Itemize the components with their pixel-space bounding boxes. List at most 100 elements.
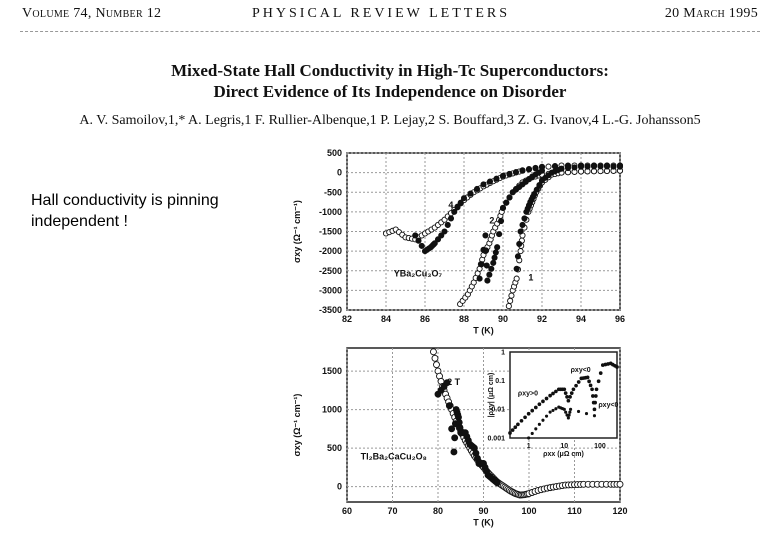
data-point bbox=[527, 436, 531, 440]
data-point bbox=[523, 415, 527, 420]
data-point bbox=[551, 408, 555, 412]
data-point bbox=[438, 232, 445, 239]
chart-ybco: 82 84 86 88 90 92 94 96 500 0 -500 -1000 -1500 -2000 -… bbox=[292, 148, 625, 335]
x-tick-label: 96 bbox=[615, 314, 625, 324]
data-point bbox=[592, 407, 597, 412]
data-point bbox=[598, 371, 603, 375]
data-point bbox=[574, 383, 578, 388]
data-point bbox=[576, 409, 581, 414]
data-point bbox=[505, 303, 512, 310]
data-point bbox=[592, 414, 597, 418]
y-tick-label: 0.001 bbox=[487, 435, 505, 442]
x-axis-label: T (K) bbox=[473, 517, 494, 527]
data-point bbox=[541, 418, 545, 422]
data-point bbox=[517, 248, 524, 255]
data-point bbox=[457, 199, 464, 206]
data-point bbox=[415, 237, 422, 244]
data-point bbox=[478, 261, 485, 268]
data-point bbox=[616, 480, 624, 488]
data-point bbox=[554, 407, 558, 411]
data-point bbox=[506, 194, 513, 201]
data-point bbox=[564, 410, 568, 414]
x-tick-label: 90 bbox=[498, 314, 508, 324]
x-tick-label: 110 bbox=[567, 506, 582, 516]
data-point bbox=[493, 479, 501, 487]
note-line-1: Hall conductivity is pinning bbox=[31, 192, 219, 209]
data-point bbox=[445, 402, 453, 410]
note-line-2: independent ! bbox=[31, 213, 128, 230]
data-point bbox=[544, 396, 549, 401]
data-point bbox=[492, 249, 499, 256]
x-tick-label: 100 bbox=[594, 443, 606, 450]
data-point bbox=[519, 418, 524, 423]
annotation: ρxy<0 bbox=[571, 367, 591, 374]
data-point bbox=[593, 400, 597, 405]
data-point bbox=[519, 167, 526, 174]
data-point bbox=[513, 425, 518, 430]
data-point bbox=[451, 434, 459, 442]
data-point bbox=[566, 416, 570, 420]
data-point bbox=[569, 407, 573, 411]
data-point bbox=[491, 254, 498, 261]
data-point bbox=[499, 204, 507, 211]
data-point bbox=[584, 163, 591, 170]
data-point bbox=[507, 297, 514, 304]
y-tick-label: 0.1 bbox=[495, 378, 505, 385]
data-point bbox=[486, 271, 493, 278]
data-point bbox=[590, 163, 598, 170]
y-axis-label: σxy (Ω⁻¹ cm⁻¹) bbox=[292, 200, 302, 263]
data-point bbox=[454, 204, 461, 211]
y-tick-label: -1500 bbox=[319, 227, 342, 237]
data-point bbox=[513, 275, 520, 282]
series-3 bbox=[476, 167, 546, 284]
y-axis-label: |ρxy| (μΩ cm) bbox=[488, 373, 495, 418]
header-divider bbox=[20, 31, 760, 32]
series-5 bbox=[513, 163, 624, 272]
data-point bbox=[596, 379, 601, 384]
data-point bbox=[521, 215, 528, 222]
data-point bbox=[568, 395, 572, 399]
author-list: A. V. Samoilov,1,* A. Legris,1 F. Rullie… bbox=[79, 113, 701, 128]
data-point bbox=[530, 431, 534, 436]
data-point bbox=[467, 190, 474, 197]
data-point bbox=[563, 391, 568, 395]
data-point bbox=[514, 253, 522, 260]
series-1 bbox=[527, 405, 597, 440]
y-tick-label: -1000 bbox=[319, 207, 342, 217]
data-point bbox=[448, 425, 456, 433]
data-point bbox=[483, 247, 490, 254]
data-point bbox=[494, 244, 501, 251]
data-point bbox=[593, 394, 598, 398]
data-point bbox=[534, 427, 538, 431]
data-point bbox=[554, 389, 558, 394]
x-tick-label: 82 bbox=[342, 314, 352, 324]
y-tick-label: 0.01 bbox=[491, 407, 505, 414]
data-point bbox=[531, 191, 538, 198]
data-point bbox=[431, 354, 439, 362]
data-point bbox=[590, 387, 594, 392]
annotation: 2 T bbox=[447, 377, 461, 387]
annotation: 2 bbox=[489, 216, 494, 226]
data-point bbox=[588, 383, 593, 388]
chart-inset: 1 10 100 0.001 0.01 0.1 1 ρxx (μΩ cm) |ρxy| (μΩ … bbox=[487, 349, 619, 458]
data-point bbox=[499, 172, 507, 179]
data-point bbox=[447, 215, 455, 222]
x-tick-label: 1 bbox=[527, 443, 531, 450]
data-point bbox=[548, 393, 552, 398]
data-point bbox=[551, 391, 555, 396]
y-tick-label: -2500 bbox=[319, 266, 342, 276]
data-point bbox=[544, 414, 549, 418]
data-point bbox=[510, 428, 515, 432]
data-point bbox=[493, 175, 500, 182]
y-tick-label: 0 bbox=[337, 168, 342, 178]
data-point bbox=[488, 265, 495, 272]
data-point bbox=[569, 391, 574, 395]
data-point bbox=[430, 348, 437, 356]
data-point bbox=[594, 387, 599, 392]
y-tick-label: 1000 bbox=[322, 405, 342, 415]
data-point bbox=[610, 163, 617, 170]
data-point bbox=[441, 228, 448, 235]
data-point bbox=[533, 186, 540, 193]
x-axis-label: T (K) bbox=[473, 325, 494, 335]
